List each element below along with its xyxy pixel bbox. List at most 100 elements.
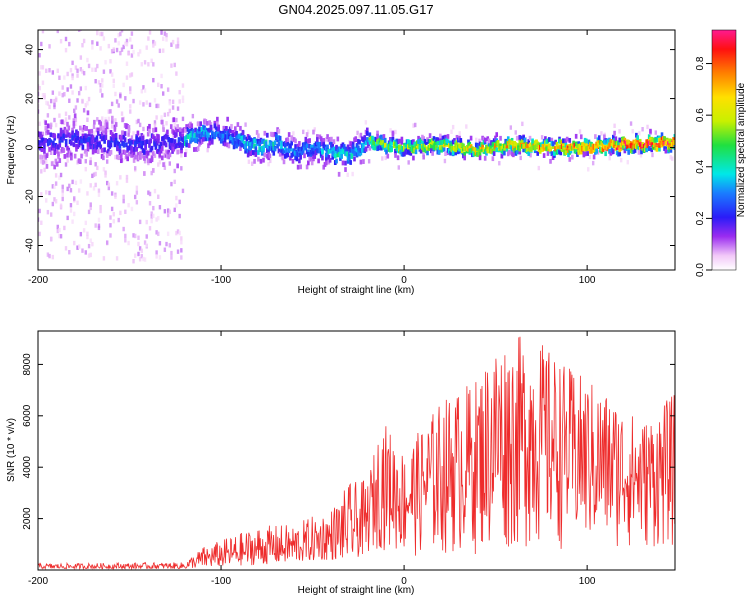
heatmap-cell bbox=[100, 147, 104, 153]
heatmap-cell bbox=[125, 174, 129, 180]
heatmap-cell bbox=[191, 128, 195, 134]
heatmap-cell bbox=[38, 103, 40, 109]
heatmap-cell bbox=[263, 130, 267, 136]
heatmap-cell bbox=[328, 157, 332, 163]
heatmap-cell bbox=[397, 165, 400, 170]
heatmap-cell bbox=[152, 127, 155, 133]
heatmap-cell bbox=[132, 150, 136, 155]
heatmap-cell bbox=[451, 124, 455, 130]
heatmap-cell bbox=[597, 135, 601, 141]
heatmap-cell bbox=[462, 143, 465, 149]
heatmap-cell bbox=[205, 120, 209, 126]
heatmap-cell bbox=[294, 144, 297, 149]
heatmap-cell bbox=[313, 146, 317, 152]
heatmap-cell bbox=[54, 181, 58, 186]
heatmap-cell bbox=[89, 205, 92, 211]
heatmap-cell bbox=[257, 133, 260, 139]
heatmap-cell bbox=[519, 135, 523, 141]
heatmap-cell bbox=[143, 148, 146, 154]
heatmap-cell bbox=[362, 159, 365, 164]
heatmap-cell bbox=[503, 150, 506, 156]
heatmap-cell bbox=[122, 142, 126, 148]
heatmap-cell bbox=[143, 159, 147, 164]
heatmap-cell bbox=[138, 219, 142, 225]
heatmap-cell bbox=[422, 154, 425, 160]
heatmap-cell bbox=[120, 30, 124, 33]
heatmap-cell bbox=[127, 51, 130, 56]
colorbar-gradient bbox=[711, 29, 737, 271]
heatmap-cell bbox=[257, 156, 260, 162]
heatmap-cell bbox=[564, 150, 568, 156]
heatmap-cell bbox=[122, 44, 125, 50]
heatmap-cell bbox=[58, 75, 61, 80]
heatmap-cell bbox=[176, 229, 180, 234]
heatmap-cell bbox=[510, 137, 514, 143]
heatmap-cell bbox=[351, 141, 355, 147]
heatmap-cell bbox=[568, 157, 572, 162]
heatmap-cell bbox=[326, 144, 329, 150]
heatmap-cell bbox=[102, 128, 105, 134]
heatmap-cell bbox=[132, 158, 136, 163]
heatmap-cell bbox=[132, 98, 135, 104]
heatmap-cell bbox=[112, 47, 115, 52]
heatmap-cell bbox=[61, 196, 64, 202]
heatmap-cell bbox=[286, 137, 290, 143]
heatmap-cell bbox=[287, 132, 291, 137]
heatmap-cell bbox=[95, 145, 99, 150]
heatmap-cell bbox=[353, 156, 356, 162]
heatmap-cell bbox=[412, 155, 415, 161]
heatmap-cell bbox=[135, 146, 138, 152]
heatmap-cell bbox=[171, 138, 174, 144]
heatmap-cell bbox=[617, 142, 620, 148]
heatmap-cell bbox=[492, 151, 496, 156]
heatmap-cell bbox=[351, 171, 354, 177]
heatmap-cell bbox=[364, 140, 368, 146]
heatmap-cell bbox=[171, 105, 175, 110]
heatmap-cell bbox=[138, 49, 142, 54]
heatmap-cell bbox=[104, 119, 108, 125]
heatmap-cell bbox=[663, 136, 666, 141]
heatmap-cell bbox=[87, 63, 91, 69]
heatmap-cell bbox=[148, 30, 152, 35]
heatmap-cell bbox=[117, 155, 121, 161]
snr-x-axis-label: Height of straight line (km) bbox=[298, 585, 415, 596]
heatmap-cell bbox=[142, 126, 145, 132]
heatmap-cell bbox=[40, 41, 43, 47]
heatmap-cell bbox=[170, 181, 173, 187]
heatmap-cell bbox=[38, 53, 41, 58]
heatmap-cell bbox=[86, 101, 89, 106]
heatmap-cell bbox=[595, 148, 598, 154]
heatmap-cell bbox=[328, 148, 332, 154]
heatmap-cell bbox=[409, 150, 413, 156]
heatmap-cell bbox=[221, 137, 224, 143]
heatmap-cell bbox=[163, 112, 167, 118]
heatmap-cell bbox=[43, 93, 46, 98]
heatmap-cell bbox=[130, 53, 134, 58]
heatmap-cell bbox=[81, 99, 84, 104]
heatmap-cell bbox=[310, 144, 314, 150]
heatmap-cell bbox=[69, 188, 73, 193]
heatmap-cell bbox=[64, 47, 68, 53]
heatmap-cell bbox=[303, 153, 306, 159]
heatmap-cell bbox=[253, 158, 256, 164]
heatmap-cell bbox=[199, 121, 203, 127]
heatmap-cell bbox=[114, 122, 118, 127]
heatmap-cell bbox=[66, 186, 69, 192]
x-tick-label: 100 bbox=[579, 576, 596, 587]
heatmap-cell bbox=[195, 132, 199, 138]
heatmap-cell bbox=[254, 149, 258, 155]
heatmap-cell bbox=[170, 42, 173, 47]
heatmap-cell bbox=[282, 148, 286, 154]
heatmap-cell bbox=[40, 220, 43, 225]
heatmap-cell bbox=[412, 139, 415, 145]
heatmap-cell bbox=[384, 155, 387, 161]
heatmap-cell bbox=[127, 240, 130, 246]
heatmap-cell bbox=[163, 165, 167, 170]
heatmap-cell bbox=[143, 240, 147, 245]
heatmap-cell bbox=[340, 150, 343, 156]
heatmap-cell bbox=[304, 136, 308, 142]
heatmap-cell bbox=[82, 151, 86, 157]
heatmap-cell bbox=[618, 137, 622, 143]
heatmap-cell bbox=[324, 160, 328, 166]
heatmap-cell bbox=[335, 144, 338, 150]
